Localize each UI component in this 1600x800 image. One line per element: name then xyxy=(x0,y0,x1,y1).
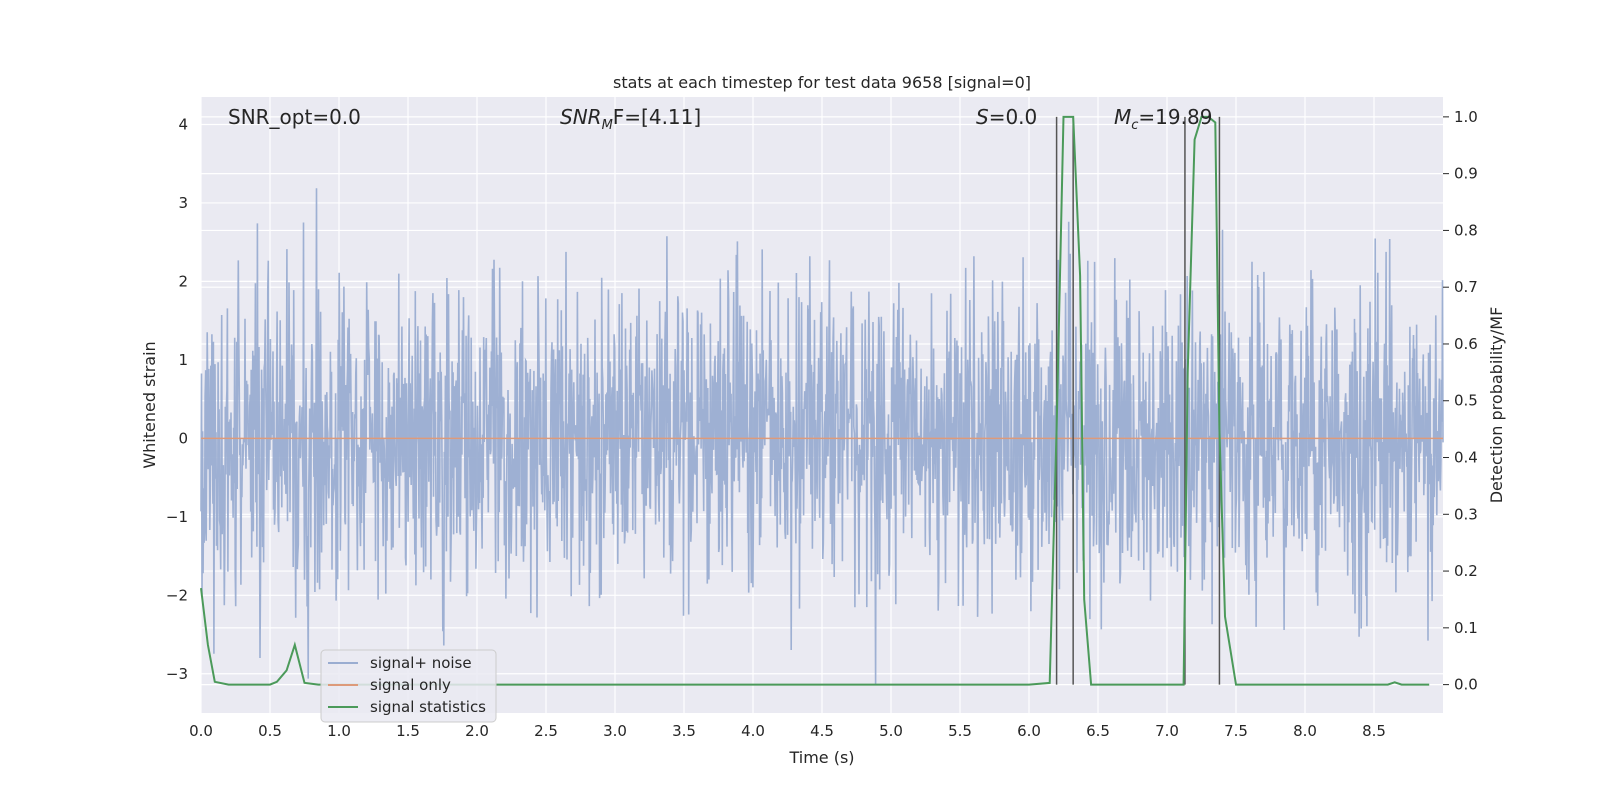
x-tick-label: 0.0 xyxy=(189,722,213,740)
legend-label-signal-statistics: signal statistics xyxy=(370,698,486,716)
x-tick-label: 4.5 xyxy=(810,722,834,740)
y2-tick-label: 0.2 xyxy=(1454,562,1478,580)
annotation-snr-mf-rest: F=[4.11] xyxy=(613,105,701,129)
x-tick-label: 8.5 xyxy=(1362,722,1386,740)
x-tick-label: 5.5 xyxy=(948,722,972,740)
legend: signal+ noise signal only signal statist… xyxy=(320,649,497,723)
x-tick-label: 3.0 xyxy=(603,722,627,740)
legend-label-signal-noise: signal+ noise xyxy=(370,654,472,672)
x-tick-label: 1.5 xyxy=(396,722,420,740)
y2-tick-label: 0.0 xyxy=(1454,676,1478,694)
y-tick-label: −2 xyxy=(166,586,188,604)
x-tick-label: 0.5 xyxy=(258,722,282,740)
y-tick-label: −1 xyxy=(166,508,188,526)
x-axis-ticks: 0.0 0.5 1.0 1.5 2.0 2.5 3.0 3.5 4.0 4.5 5.0 5.5 6.0 6… xyxy=(189,722,1386,740)
y2-tick-label: 0.6 xyxy=(1454,335,1478,353)
y2-tick-label: 0.4 xyxy=(1454,449,1478,467)
legend-label-signal-only: signal only xyxy=(370,676,451,694)
x-tick-label: 2.5 xyxy=(534,722,558,740)
x-axis-label: Time (s) xyxy=(788,748,854,767)
y-tick-label: 4 xyxy=(178,115,188,133)
annotation-mc-main: M xyxy=(1114,105,1131,129)
y2-tick-label: 0.9 xyxy=(1454,165,1478,183)
x-tick-label: 5.0 xyxy=(879,722,903,740)
x-tick-label: 6.5 xyxy=(1086,722,1110,740)
y2-tick-label: 0.7 xyxy=(1454,278,1478,296)
x-tick-label: 6.0 xyxy=(1017,722,1041,740)
y2-tick-label: 0.8 xyxy=(1454,221,1478,239)
x-tick-label: 2.0 xyxy=(465,722,489,740)
noise-line xyxy=(200,188,1444,686)
chart-title: stats at each timestep for test data 965… xyxy=(613,73,1031,92)
series-signal-noise xyxy=(200,188,1444,686)
series-signal-statistics xyxy=(200,115,1430,686)
y2-axis-label: Detection probability/MF xyxy=(1487,307,1506,504)
annotation-snr-mf-sub: M xyxy=(602,118,613,133)
y2-tick-label: 0.3 xyxy=(1454,505,1478,523)
y-tick-label: 2 xyxy=(178,272,188,290)
annotation-mc: Mc=19.89 xyxy=(1114,105,1212,133)
x-tick-label: 8.0 xyxy=(1293,722,1317,740)
y-axis-label: Whitened strain xyxy=(140,341,159,468)
annotation-snr-mf-main: SNR xyxy=(560,105,602,129)
annotation-mc-sub: c xyxy=(1131,118,1138,133)
annotation-snr-mf: SNRMF=[4.11] xyxy=(560,105,701,133)
annotation-snr-opt: SNR_opt=0.0 xyxy=(228,105,361,129)
annotation-mc-rest: =19.89 xyxy=(1138,105,1212,129)
annotation-s-rest: =0.0 xyxy=(989,105,1038,129)
annotation-s: S=0.0 xyxy=(976,105,1037,129)
y2-axis-ticks: 1.0 0.9 0.8 0.7 0.6 0.5 0.4 0.3 0.2 0.1 0.0 xyxy=(1443,108,1478,694)
legend-box xyxy=(320,649,497,723)
y-tick-label: 0 xyxy=(178,429,188,447)
y-axis-ticks: 4 3 2 1 0 −1 −2 −3 xyxy=(166,115,188,682)
x-tick-label: 7.0 xyxy=(1155,722,1179,740)
x-tick-label: 4.0 xyxy=(741,722,765,740)
signal-statistics-line xyxy=(200,115,1430,686)
y2-tick-label: 0.1 xyxy=(1454,619,1478,637)
y2-tick-label: 1.0 xyxy=(1454,108,1478,126)
x-tick-label: 7.5 xyxy=(1224,722,1248,740)
annotation-s-main: S xyxy=(976,105,989,129)
y-tick-label: −3 xyxy=(166,665,188,683)
y2-tick-label: 0.5 xyxy=(1454,392,1478,410)
x-tick-label: 3.5 xyxy=(672,722,696,740)
y-tick-label: 1 xyxy=(178,351,188,369)
y-tick-label: 3 xyxy=(178,194,188,212)
x-tick-label: 1.0 xyxy=(327,722,351,740)
